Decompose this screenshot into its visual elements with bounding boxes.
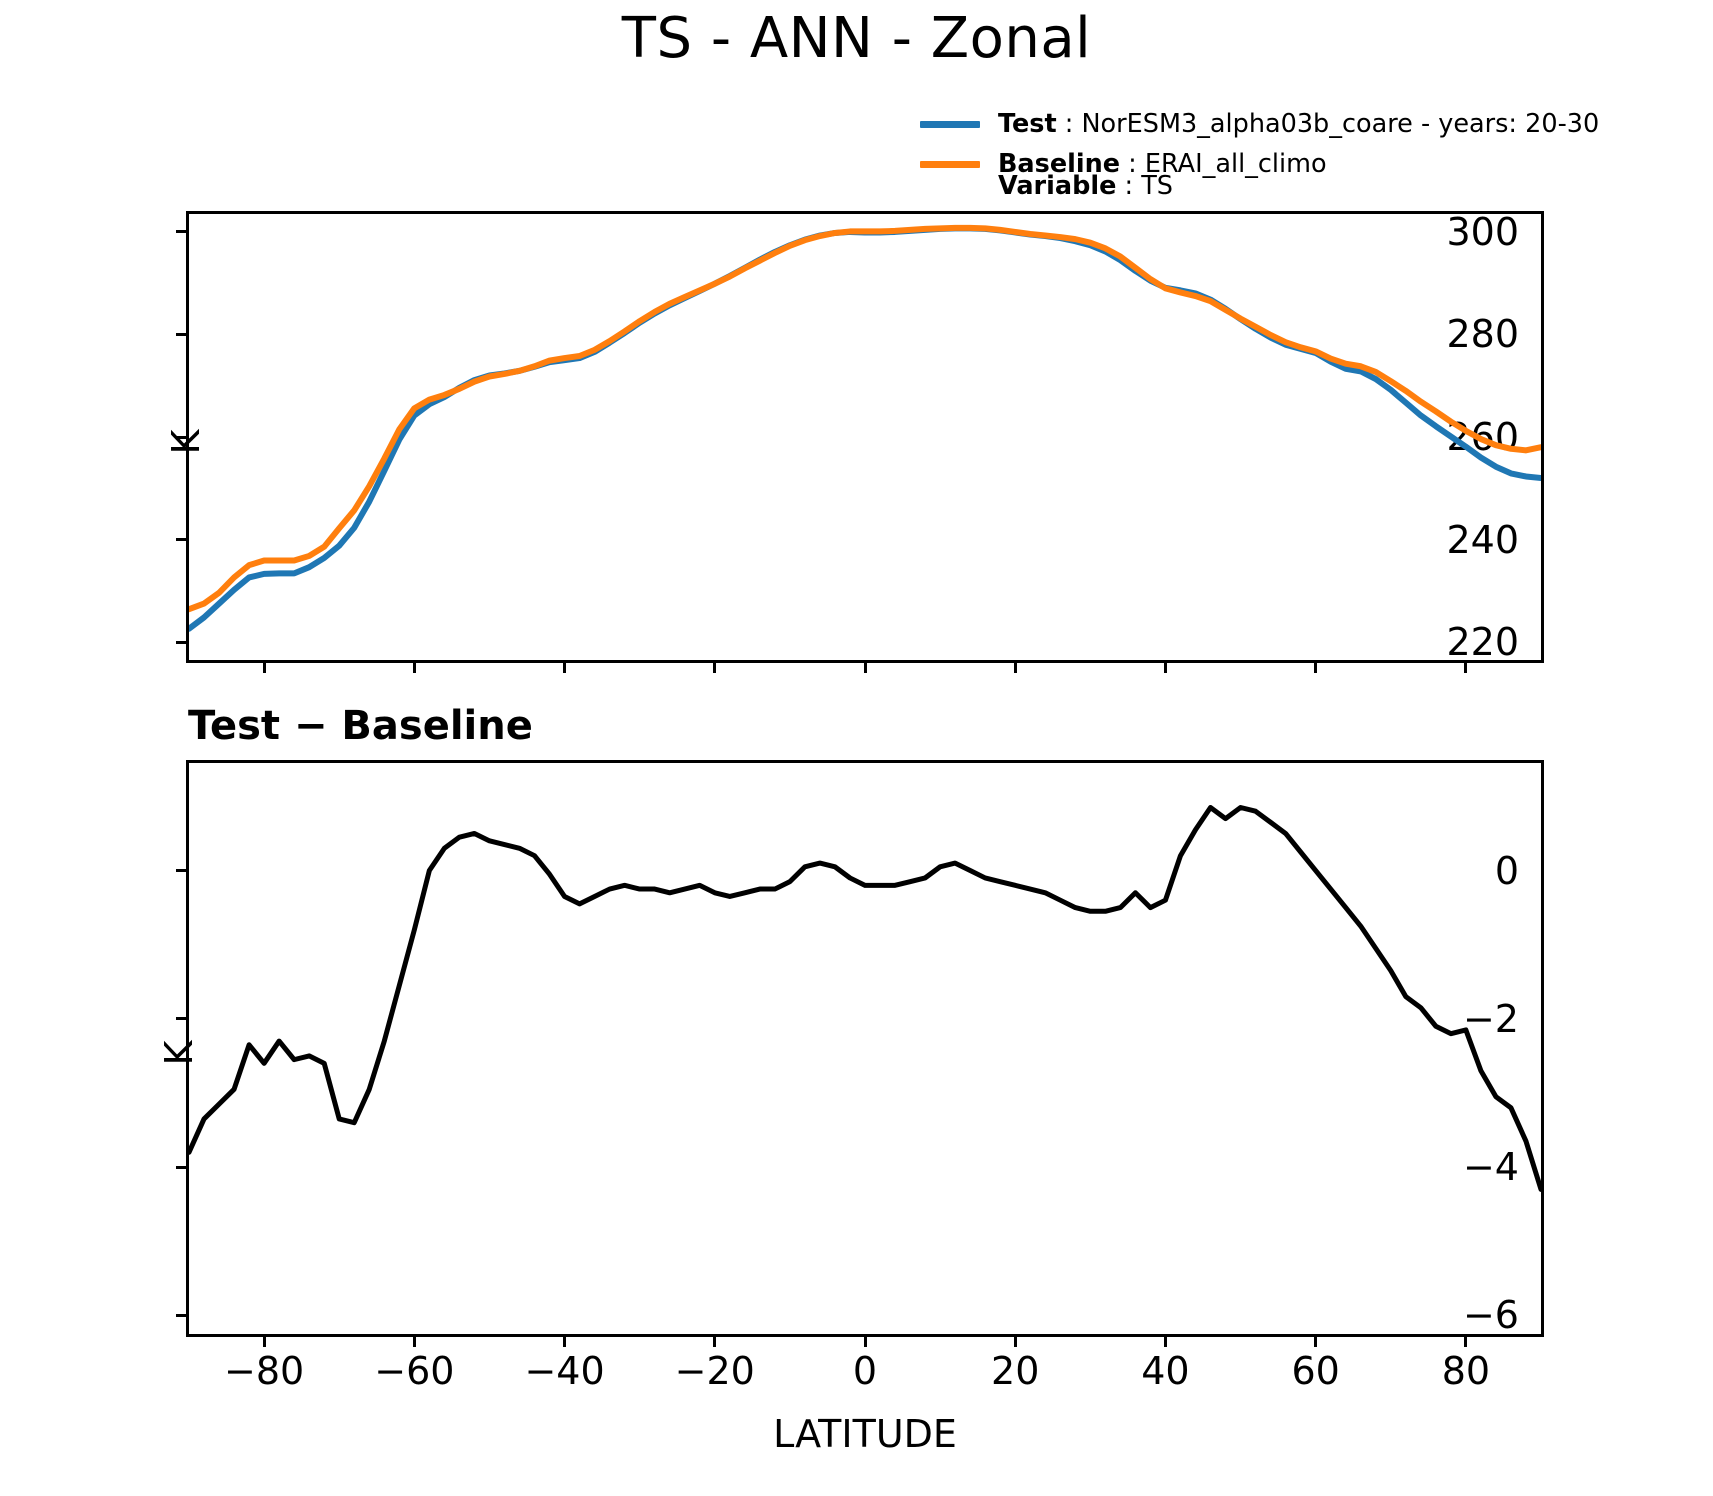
x-tick-mark bbox=[1013, 660, 1017, 673]
x-tick-mark bbox=[563, 660, 567, 673]
x-tick-label: −80 bbox=[224, 1349, 305, 1393]
x-tick-mark bbox=[262, 1334, 266, 1347]
y-tick-mark bbox=[176, 640, 189, 644]
y-tick-mark bbox=[176, 230, 189, 234]
legend-line-swatch-test bbox=[920, 120, 980, 128]
x-tick-mark bbox=[1314, 1334, 1318, 1347]
y-tick-label: 0 bbox=[1494, 848, 1519, 893]
x-tick-mark bbox=[1464, 660, 1468, 673]
y-tick-mark bbox=[176, 869, 189, 873]
legend-label-baseline: Baseline : ERAI_all_climo bbox=[998, 144, 1327, 184]
y-tick-label: −4 bbox=[1462, 1145, 1519, 1190]
x-tick-label: 20 bbox=[991, 1349, 1040, 1393]
y-tick-label: −6 bbox=[1462, 1293, 1519, 1338]
top-panel-lines bbox=[189, 224, 1541, 632]
y-tick-mark bbox=[176, 1165, 189, 1169]
y-tick-label: 280 bbox=[1446, 312, 1519, 357]
y-tick-mark bbox=[176, 1313, 189, 1317]
y-tick-mark bbox=[176, 1017, 189, 1021]
difference-plot-panel: K 0 −2 −4 −6 −80 −60 −40 −20 0 20 40 60 80 bbox=[157, 760, 1544, 1390]
y-tick-label: 300 bbox=[1446, 209, 1519, 254]
x-tick-label: 80 bbox=[1441, 1349, 1491, 1393]
x-tick-mark bbox=[262, 660, 266, 673]
x-tick-mark bbox=[1163, 1334, 1167, 1347]
legend-line-swatch-baseline bbox=[920, 160, 980, 168]
legend-swatch-test-cell bbox=[920, 104, 998, 144]
x-tick-mark bbox=[1163, 660, 1167, 673]
x-tick-mark bbox=[412, 660, 416, 673]
legend-value-test: NorESM3_alpha03b_coare - years: 20-30 bbox=[1081, 109, 1600, 139]
x-tick-mark bbox=[863, 660, 867, 673]
legend-key-baseline: Baseline bbox=[998, 149, 1121, 179]
difference-panel-heading: Test − Baseline bbox=[188, 703, 533, 749]
legend-value-baseline: ERAI_all_climo bbox=[1144, 149, 1327, 179]
legend-sep-test: : bbox=[1056, 109, 1082, 139]
legend-key-test: Test bbox=[998, 109, 1057, 139]
x-tick-mark bbox=[863, 1334, 867, 1347]
y-tick-mark bbox=[176, 538, 189, 542]
legend-sep-variable: : bbox=[1116, 171, 1142, 201]
legend-value-variable: TS bbox=[1141, 171, 1173, 201]
x-tick-mark bbox=[1314, 660, 1318, 673]
x-tick-label: 40 bbox=[1141, 1349, 1190, 1393]
y-tick-mark bbox=[176, 332, 189, 336]
x-tick-mark bbox=[412, 1334, 416, 1347]
x-tick-mark bbox=[1013, 1334, 1017, 1347]
x-tick-mark bbox=[713, 660, 717, 673]
legend-label-test: Test : NorESM3_alpha03b_coare - years: 2… bbox=[998, 104, 1599, 144]
page-title: TS - ANN - Zonal bbox=[621, 6, 1092, 71]
legend-sep-baseline: : bbox=[1120, 149, 1145, 179]
legend-item-baseline: Baseline : ERAI_all_climo bbox=[920, 144, 1620, 184]
legend-item-variable: Variable : TS bbox=[920, 170, 1620, 202]
y-tick-label: −2 bbox=[1462, 996, 1519, 1041]
x-axis-label: LATITUDE bbox=[773, 1412, 957, 1456]
zonal-mean-plot-panel: K 220 240 260 280 300 bbox=[164, 209, 1544, 673]
legend-swatch-baseline-cell bbox=[920, 144, 998, 184]
y-tick-label: 240 bbox=[1446, 517, 1519, 562]
difference-panel-line bbox=[189, 804, 1541, 1192]
legend-label-variable: Variable : TS bbox=[998, 170, 1173, 202]
x-tick-mark bbox=[713, 1334, 717, 1347]
y-tick-label: 220 bbox=[1446, 620, 1519, 665]
x-tick-mark bbox=[563, 1334, 567, 1347]
x-tick-label: −40 bbox=[524, 1349, 605, 1393]
legend: Test : NorESM3_alpha03b_coare - years: 2… bbox=[920, 104, 1620, 202]
legend-key-variable: Variable bbox=[998, 171, 1117, 201]
x-tick-label: −20 bbox=[674, 1349, 755, 1393]
x-tick-label: −60 bbox=[374, 1349, 455, 1393]
x-tick-label: 0 bbox=[852, 1349, 878, 1393]
y-tick-mark bbox=[176, 435, 189, 439]
legend-swatch-variable-cell bbox=[920, 170, 998, 210]
x-tick-mark bbox=[1464, 1334, 1468, 1347]
legend-item-test: Test : NorESM3_alpha03b_coare - years: 2… bbox=[920, 104, 1620, 144]
x-tick-label: 60 bbox=[1291, 1349, 1340, 1393]
